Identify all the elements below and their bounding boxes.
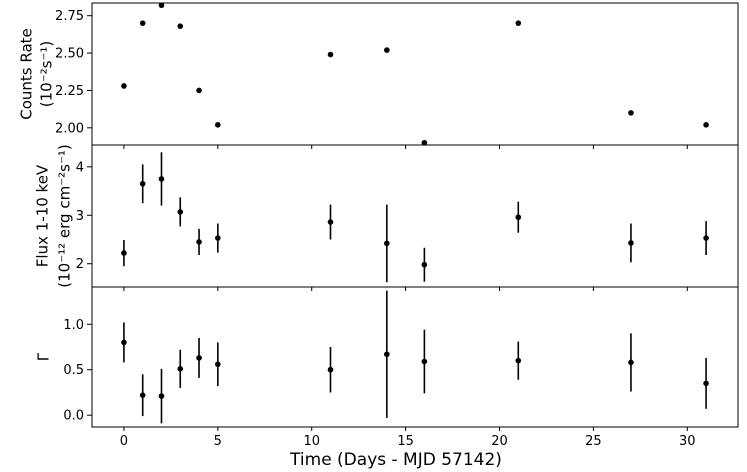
data-point <box>121 250 127 256</box>
data-point <box>703 380 709 387</box>
y-axis-label: (10⁻²s⁻¹) <box>38 41 56 107</box>
data-point <box>196 355 202 361</box>
data-point <box>421 358 428 365</box>
data-point <box>703 235 709 241</box>
x-tick-label: 30 <box>679 434 696 449</box>
y-tick-label: 2.75 <box>55 9 84 24</box>
y-tick-label: 0.0 <box>63 409 84 424</box>
data-point <box>215 235 221 241</box>
data-point <box>515 214 522 221</box>
data-point <box>139 180 146 187</box>
y-tick-label: 2.50 <box>55 47 84 62</box>
data-point <box>628 240 634 246</box>
data-point <box>628 359 634 366</box>
data-point <box>158 176 165 182</box>
x-tick-label: 0 <box>120 434 128 449</box>
data-point <box>177 366 184 372</box>
y-tick-label: 4 <box>76 160 84 175</box>
data-point <box>421 139 428 146</box>
data-point <box>177 23 184 29</box>
x-axis-label: Time (Days - MJD 57142) <box>289 450 502 470</box>
data-point <box>158 393 165 399</box>
x-tick-label: 15 <box>397 434 414 449</box>
y-axis-label: Counts Rate <box>18 28 36 120</box>
data-point <box>327 366 334 373</box>
x-tick-label: 5 <box>214 434 222 449</box>
data-point <box>421 261 428 268</box>
panel-frame <box>91 286 739 428</box>
data-point <box>384 47 390 53</box>
x-axis: 0 5 10 15 20 25 30 <box>120 434 696 449</box>
data-point <box>121 83 127 89</box>
y-axis-label: Flux 1-10 keV <box>34 164 52 267</box>
panel-2: 2 3 4 Flux 1-10 keV (10⁻¹² erg cm⁻²s⁻¹) <box>34 144 739 291</box>
data-point <box>628 110 634 116</box>
y-tick-label: 0.5 <box>63 363 84 378</box>
data-point <box>196 87 202 94</box>
data-point <box>196 239 202 245</box>
y-tick-label: 2.00 <box>55 121 84 136</box>
panels: 2.00 2.25 2.50 2.75 Counts Rate (10⁻²s⁻¹) 2 3 4 F… <box>18 2 739 431</box>
y-axis-label: Γ <box>35 352 53 361</box>
y-tick-label: 1.0 <box>63 318 84 333</box>
data-point <box>327 51 334 58</box>
panel-1: 2.00 2.25 2.50 2.75 Counts Rate (10⁻²s⁻¹) <box>18 2 739 149</box>
data-point <box>139 392 146 398</box>
x-tick-label: 25 <box>585 434 602 449</box>
data-point <box>177 209 184 215</box>
panel-frame <box>91 2 739 146</box>
panel-3: 0.0 0.5 1.0 Γ <box>35 286 739 431</box>
panel-frame <box>91 144 739 288</box>
data-point <box>327 219 334 225</box>
data-point <box>139 20 146 26</box>
data-point <box>215 122 221 128</box>
data-point <box>703 122 709 128</box>
data-point <box>384 240 390 247</box>
x-tick-label: 10 <box>303 434 320 449</box>
y-tick-label: 3 <box>76 209 84 224</box>
y-tick-label: 2 <box>76 257 84 272</box>
data-point <box>384 351 390 358</box>
data-point <box>121 339 127 346</box>
y-axis-label: (10⁻¹² erg cm⁻²s⁻¹) <box>56 144 74 287</box>
y-tick-label: 2.25 <box>55 84 84 99</box>
data-point <box>215 361 221 368</box>
data-point <box>158 2 165 9</box>
data-point <box>515 357 522 364</box>
data-point <box>515 20 522 26</box>
x-tick-label: 20 <box>491 434 508 449</box>
